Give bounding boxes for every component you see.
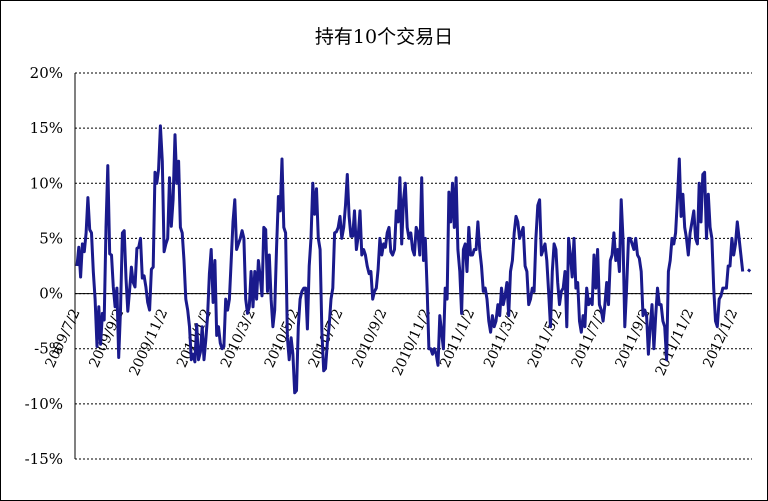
- x-tick-label: 2011/11/2: [653, 306, 698, 378]
- y-tick-label: -15%: [25, 450, 63, 468]
- x-tick-label: 2009/11/2: [126, 307, 171, 379]
- y-tick-label: -5%: [34, 340, 63, 358]
- y-tick-label: 10%: [30, 174, 63, 192]
- y-tick-label: 20%: [30, 64, 63, 82]
- x-tick-label: 2012/1/2: [700, 307, 741, 371]
- series-group: [75, 124, 752, 395]
- series-line: [75, 124, 752, 395]
- x-tick-label: 2009/7/2: [43, 307, 84, 371]
- y-tick-label: -10%: [25, 395, 63, 413]
- y-tick-label: 5%: [39, 229, 63, 247]
- y-tick-label: 15%: [30, 119, 63, 137]
- x-tick-label: 2010/9/2: [349, 306, 390, 370]
- x-tick-labels: 2009/7/2 2009/9/2 2009/11/2 2010/1/2 2010/3/…: [43, 306, 742, 378]
- gridlines: [75, 72, 752, 460]
- y-tick-label: 0%: [39, 285, 63, 303]
- chart-title: 持有10个交易日: [314, 26, 454, 48]
- y-tick-labels: 20% 15% 10% 5% 0% -5% -10% -15%: [25, 64, 63, 468]
- x-tick-label: 2011/5/2: [525, 307, 566, 371]
- axes: [74, 73, 752, 459]
